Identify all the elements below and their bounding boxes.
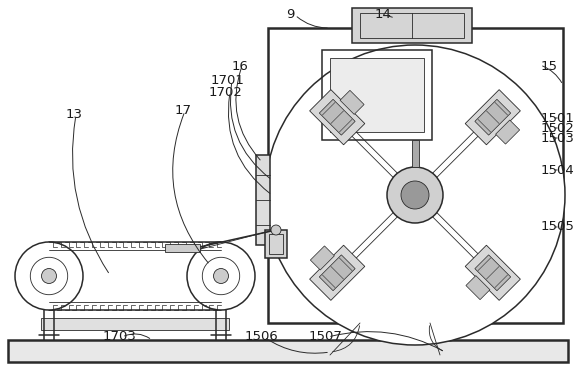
Bar bbox=[165, 244, 200, 252]
Circle shape bbox=[401, 181, 429, 209]
Text: 1701: 1701 bbox=[211, 74, 245, 87]
Circle shape bbox=[387, 167, 443, 223]
Text: 1503: 1503 bbox=[540, 132, 574, 144]
Bar bbox=[256, 155, 270, 245]
Polygon shape bbox=[320, 255, 355, 291]
Circle shape bbox=[202, 257, 240, 295]
Text: 1702: 1702 bbox=[209, 85, 243, 99]
Polygon shape bbox=[475, 255, 511, 291]
Polygon shape bbox=[320, 99, 355, 135]
Text: 1504: 1504 bbox=[540, 164, 574, 177]
Text: 1506: 1506 bbox=[244, 330, 278, 344]
Bar bbox=[8, 340, 568, 362]
Polygon shape bbox=[340, 90, 364, 115]
Bar bbox=[41, 318, 229, 330]
Bar bbox=[352, 8, 472, 43]
Polygon shape bbox=[475, 99, 511, 135]
Circle shape bbox=[271, 225, 281, 235]
Text: 1505: 1505 bbox=[540, 220, 574, 234]
Bar bbox=[322, 50, 432, 140]
Polygon shape bbox=[465, 245, 520, 301]
Bar bbox=[268, 28, 563, 323]
Circle shape bbox=[213, 268, 229, 284]
Text: 9: 9 bbox=[286, 8, 294, 20]
Circle shape bbox=[265, 45, 565, 345]
Bar bbox=[412, 140, 419, 167]
Text: 14: 14 bbox=[375, 8, 392, 20]
Bar bbox=[265, 230, 287, 258]
Circle shape bbox=[42, 268, 56, 284]
Bar bbox=[269, 234, 283, 254]
Bar bbox=[360, 13, 464, 38]
Polygon shape bbox=[465, 90, 520, 145]
Circle shape bbox=[187, 242, 255, 310]
Polygon shape bbox=[496, 120, 520, 144]
Bar bbox=[330, 58, 424, 132]
Text: 13: 13 bbox=[66, 108, 82, 121]
Text: 16: 16 bbox=[231, 59, 248, 73]
Text: 1507: 1507 bbox=[308, 330, 342, 344]
Circle shape bbox=[15, 242, 83, 310]
Text: 1502: 1502 bbox=[540, 121, 574, 135]
Polygon shape bbox=[310, 245, 365, 301]
Text: 1501: 1501 bbox=[540, 112, 574, 124]
Polygon shape bbox=[310, 246, 335, 270]
Polygon shape bbox=[466, 276, 490, 300]
Text: 1703: 1703 bbox=[103, 330, 137, 344]
Circle shape bbox=[30, 257, 68, 295]
Text: 17: 17 bbox=[175, 104, 191, 118]
Text: 15: 15 bbox=[541, 59, 557, 73]
Polygon shape bbox=[310, 90, 365, 145]
